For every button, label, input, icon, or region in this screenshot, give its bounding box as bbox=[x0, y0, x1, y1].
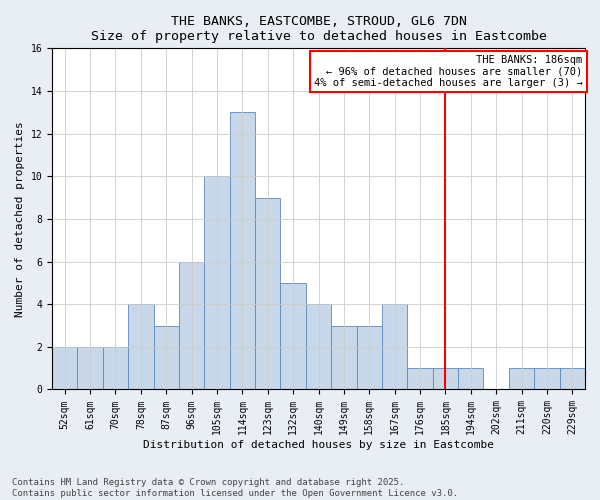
Bar bbox=[205, 176, 230, 390]
Text: Contains HM Land Registry data © Crown copyright and database right 2025.
Contai: Contains HM Land Registry data © Crown c… bbox=[12, 478, 458, 498]
Bar bbox=[52, 347, 77, 390]
Bar bbox=[77, 347, 103, 390]
Title: THE BANKS, EASTCOMBE, STROUD, GL6 7DN
Size of property relative to detached hous: THE BANKS, EASTCOMBE, STROUD, GL6 7DN Si… bbox=[91, 15, 547, 43]
Bar bbox=[382, 304, 407, 390]
Y-axis label: Number of detached properties: Number of detached properties bbox=[15, 121, 25, 317]
Bar bbox=[356, 326, 382, 390]
Bar bbox=[407, 368, 433, 390]
Bar bbox=[154, 326, 179, 390]
Bar bbox=[306, 304, 331, 390]
Bar bbox=[255, 198, 280, 390]
X-axis label: Distribution of detached houses by size in Eastcombe: Distribution of detached houses by size … bbox=[143, 440, 494, 450]
Bar bbox=[331, 326, 356, 390]
Text: THE BANKS: 186sqm
← 96% of detached houses are smaller (70)
4% of semi-detached : THE BANKS: 186sqm ← 96% of detached hous… bbox=[314, 54, 583, 88]
Bar bbox=[103, 347, 128, 390]
Bar bbox=[280, 283, 306, 390]
Bar bbox=[560, 368, 585, 390]
Bar bbox=[534, 368, 560, 390]
Bar bbox=[128, 304, 154, 390]
Bar bbox=[433, 368, 458, 390]
Bar bbox=[458, 368, 484, 390]
Bar bbox=[179, 262, 205, 390]
Bar bbox=[230, 112, 255, 390]
Bar bbox=[509, 368, 534, 390]
